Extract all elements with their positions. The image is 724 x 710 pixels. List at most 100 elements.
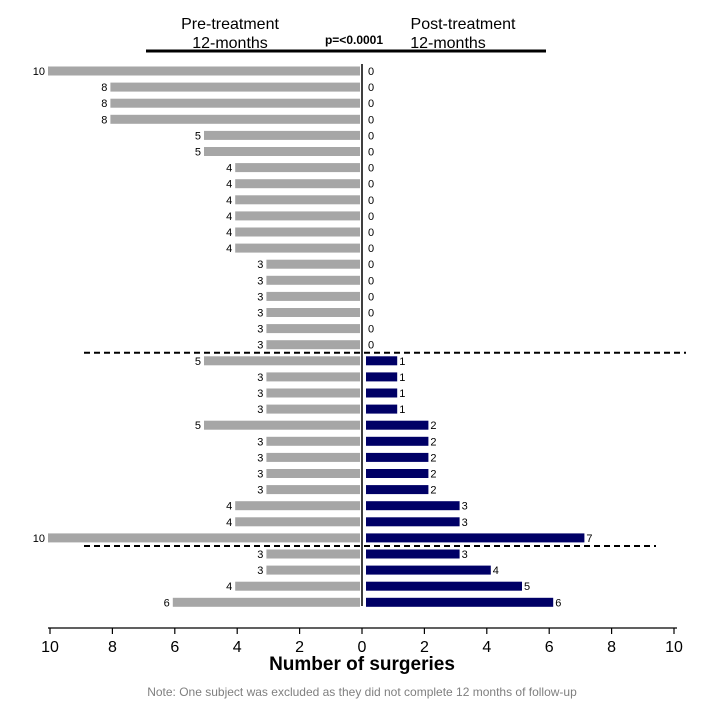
pre-treatment-header-line2: 12-months bbox=[192, 35, 268, 52]
pre-bar-label-18: 3 bbox=[257, 340, 263, 352]
pre-bar-label-28: 4 bbox=[226, 501, 232, 513]
pre-bar-label-29: 4 bbox=[226, 517, 232, 529]
pre-bar-25 bbox=[266, 452, 360, 462]
post-treatment-header-line1: Post-treatment bbox=[411, 16, 516, 33]
pre-bar-8 bbox=[235, 179, 360, 189]
pre-bar-label-9: 4 bbox=[226, 195, 232, 207]
post-bar-label-1: 0 bbox=[368, 66, 374, 78]
pre-bar-34 bbox=[172, 597, 360, 607]
post-bar-31 bbox=[366, 549, 460, 559]
pre-bar-label-22: 3 bbox=[257, 404, 263, 416]
pre-bar-24 bbox=[266, 436, 360, 446]
pre-bar-label-7: 4 bbox=[226, 163, 232, 175]
post-bar-label-17: 0 bbox=[368, 324, 374, 336]
p-value-label: p=<0.0001 bbox=[325, 33, 383, 47]
post-bar-label-23: 2 bbox=[430, 420, 436, 432]
x-tick-label-1: 10 bbox=[41, 639, 59, 656]
x-tick-label-10: 8 bbox=[607, 639, 616, 656]
x-tick-label-9: 6 bbox=[545, 639, 554, 656]
post-bar-label-19: 1 bbox=[399, 356, 405, 368]
post-bar-22 bbox=[366, 404, 398, 414]
pre-bar-10 bbox=[235, 211, 360, 221]
pre-bar-label-19: 5 bbox=[195, 356, 201, 368]
post-bar-28 bbox=[366, 501, 460, 511]
pre-bar-label-32: 3 bbox=[257, 565, 263, 577]
pre-bar-5 bbox=[204, 130, 360, 140]
pre-bar-label-31: 3 bbox=[257, 549, 263, 561]
pre-bar-label-12: 4 bbox=[226, 243, 232, 255]
post-bar-33 bbox=[366, 581, 522, 591]
post-bar-23 bbox=[366, 420, 429, 430]
post-bar-label-12: 0 bbox=[368, 243, 374, 255]
x-tick-label-7: 2 bbox=[420, 639, 429, 656]
pre-bar-12 bbox=[235, 243, 360, 253]
pre-bar-19 bbox=[204, 356, 360, 366]
pre-bar-2 bbox=[110, 82, 361, 92]
pre-bar-label-1: 10 bbox=[33, 66, 45, 78]
post-bar-32 bbox=[366, 565, 491, 575]
x-tick-label-11: 10 bbox=[665, 639, 683, 656]
pre-bar-17 bbox=[266, 324, 360, 334]
post-bar-label-31: 3 bbox=[462, 549, 468, 561]
pre-bar-label-6: 5 bbox=[195, 147, 201, 159]
post-bar-label-21: 1 bbox=[399, 388, 405, 400]
pre-bar-4 bbox=[110, 114, 361, 124]
pre-bar-label-21: 3 bbox=[257, 388, 263, 400]
pre-bar-9 bbox=[235, 195, 360, 205]
pre-bar-label-13: 3 bbox=[257, 259, 263, 271]
pre-bar-label-4: 8 bbox=[101, 114, 107, 126]
pre-bar-1 bbox=[48, 66, 360, 76]
post-bar-label-3: 0 bbox=[368, 98, 374, 110]
post-bar-21 bbox=[366, 388, 398, 398]
post-bar-29 bbox=[366, 517, 460, 527]
pre-bar-label-5: 5 bbox=[195, 130, 201, 142]
pre-bar-label-34: 6 bbox=[164, 597, 170, 609]
post-bar-label-25: 2 bbox=[430, 452, 436, 464]
post-bar-label-32: 4 bbox=[493, 565, 499, 577]
post-bar-label-22: 1 bbox=[399, 404, 405, 416]
pre-bar-label-15: 3 bbox=[257, 291, 263, 303]
x-tick-label-8: 4 bbox=[482, 639, 491, 656]
pre-bar-6 bbox=[204, 147, 360, 156]
pre-bar-33 bbox=[235, 581, 360, 591]
pre-bar-label-14: 3 bbox=[257, 275, 263, 287]
post-bar-label-5: 0 bbox=[368, 130, 374, 142]
pre-bar-15 bbox=[266, 291, 360, 301]
pre-bar-label-17: 3 bbox=[257, 324, 263, 336]
post-bar-label-2: 0 bbox=[368, 82, 374, 94]
post-bar-label-10: 0 bbox=[368, 211, 374, 223]
pre-bar-label-30: 10 bbox=[33, 533, 45, 545]
pre-bar-label-23: 5 bbox=[195, 420, 201, 432]
pre-bar-28 bbox=[235, 501, 360, 511]
post-bar-label-30: 7 bbox=[586, 533, 592, 545]
pre-bar-22 bbox=[266, 404, 360, 414]
post-bar-label-8: 0 bbox=[368, 179, 374, 191]
post-bar-label-4: 0 bbox=[368, 114, 374, 126]
post-bar-label-18: 0 bbox=[368, 340, 374, 352]
pre-bar-label-10: 4 bbox=[226, 211, 232, 223]
post-bar-27 bbox=[366, 485, 429, 495]
post-bar-label-28: 3 bbox=[462, 501, 468, 513]
x-tick-label-2: 8 bbox=[108, 639, 117, 656]
pre-treatment-header-line1: Pre-treatment bbox=[181, 16, 279, 33]
post-bar-label-16: 0 bbox=[368, 308, 374, 320]
pre-bar-7 bbox=[235, 163, 360, 173]
pre-bar-label-26: 3 bbox=[257, 469, 263, 481]
pre-bar-14 bbox=[266, 275, 360, 285]
x-tick-label-4: 4 bbox=[233, 639, 242, 656]
pre-bar-label-24: 3 bbox=[257, 436, 263, 448]
x-tick-label-6: 0 bbox=[358, 639, 367, 656]
x-tick-label-5: 2 bbox=[295, 639, 304, 656]
pre-bar-26 bbox=[266, 469, 360, 478]
bars-group: 10 0 8 0 8 0 8 0 5 0 5 0 4 0 4 0 4 0 4 0 4 0 4 0 3 0 3 0 3 0 3 0 3 0 3 0 5 1 3… bbox=[33, 66, 593, 609]
post-bar-label-15: 0 bbox=[368, 291, 374, 303]
post-treatment-header-line2: 12-months bbox=[410, 35, 486, 52]
post-bar-26 bbox=[366, 469, 429, 478]
post-bar-label-13: 0 bbox=[368, 259, 374, 271]
pre-bar-23 bbox=[204, 420, 360, 430]
post-bar-34 bbox=[366, 597, 554, 607]
pre-bar-label-27: 3 bbox=[257, 485, 263, 497]
pre-bar-29 bbox=[235, 517, 360, 527]
pre-bar-label-20: 3 bbox=[257, 372, 263, 384]
